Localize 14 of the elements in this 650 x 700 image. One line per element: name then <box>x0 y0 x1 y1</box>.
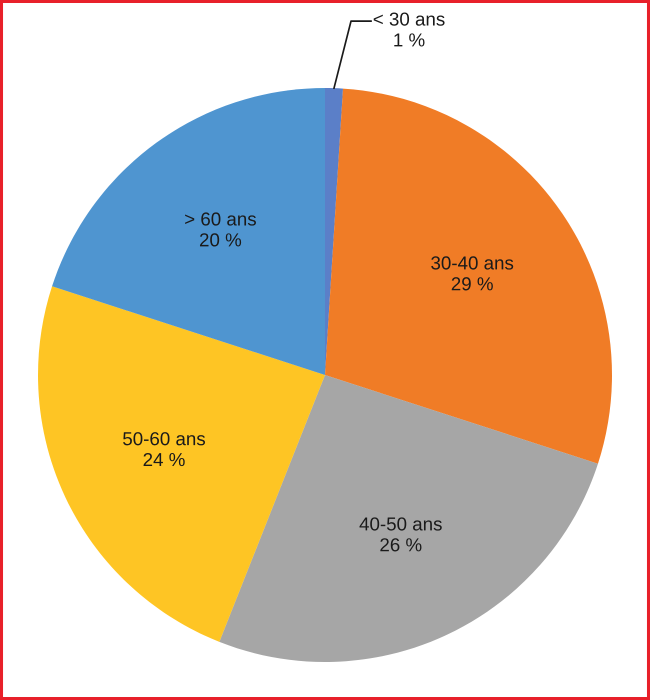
pie-slice <box>38 286 325 642</box>
data-label: 1 % <box>394 33 425 47</box>
pie-slice <box>219 375 598 662</box>
pie-slice <box>52 88 325 375</box>
slice-label: < 30 ans <box>374 12 445 26</box>
slice-label: 50-60 ans <box>123 432 206 446</box>
slice-label: 40-50 ans <box>360 517 442 531</box>
data-label: 20 % <box>200 233 242 247</box>
pie-slice <box>325 88 612 464</box>
slice-label: 30-40 ans <box>431 256 514 270</box>
data-label: 29 % <box>452 277 493 290</box>
data-label: 26 % <box>380 538 422 552</box>
data-label: 24 % <box>144 452 185 466</box>
slice-label: > 60 ans <box>185 212 256 226</box>
